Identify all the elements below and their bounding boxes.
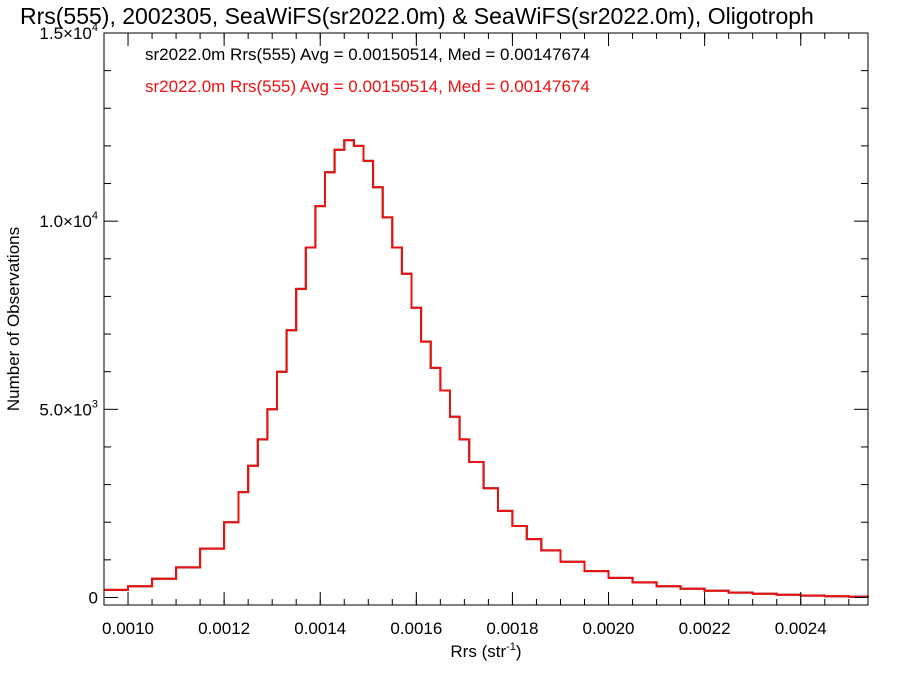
legend-entry-black: sr2022.0m Rrs(555) Avg = 0.00150514, Med…: [145, 45, 590, 64]
series-layer: [104, 139, 869, 598]
chart-title: Rrs(555), 2002305, SeaWiFS(sr2022.0m) & …: [20, 3, 814, 29]
x-axis-label-base: Rrs (str: [450, 642, 506, 661]
tick-layer: 0.0010 0.0012 0.0014 0.0016 0.0018 0.0020 0.00…: [39, 22, 868, 638]
x-tick-label: 0.0022: [679, 619, 731, 638]
series-line-0: [104, 139, 869, 598]
series-line-1: [104, 139, 869, 598]
x-axis-label-tail: ): [516, 642, 522, 661]
y-tick-label: 1.0×104: [39, 210, 98, 231]
x-tick-label: 0.0016: [390, 619, 442, 638]
x-tick-label: 0.0024: [775, 619, 827, 638]
legend-entry-red: sr2022.0m Rrs(555) Avg = 0.00150514, Med…: [145, 77, 590, 96]
x-tick-label: 0.0012: [198, 619, 250, 638]
y-tick-label: 5.0×103: [39, 398, 98, 419]
x-tick-label: 0.0020: [583, 619, 635, 638]
plot-frame: [103, 32, 869, 606]
y-axis-label: Number of Observations: [4, 227, 23, 411]
x-tick-label: 0.0010: [102, 619, 154, 638]
x-tick-label: 0.0018: [486, 619, 538, 638]
y-tick-label: 0: [89, 588, 98, 607]
y-tick-label: 1.5×104: [39, 22, 98, 43]
x-axis-label: Rrs (str-1): [450, 641, 521, 661]
x-tick-label: 0.0014: [294, 619, 346, 638]
x-axis-label-sup: -1: [506, 641, 516, 653]
